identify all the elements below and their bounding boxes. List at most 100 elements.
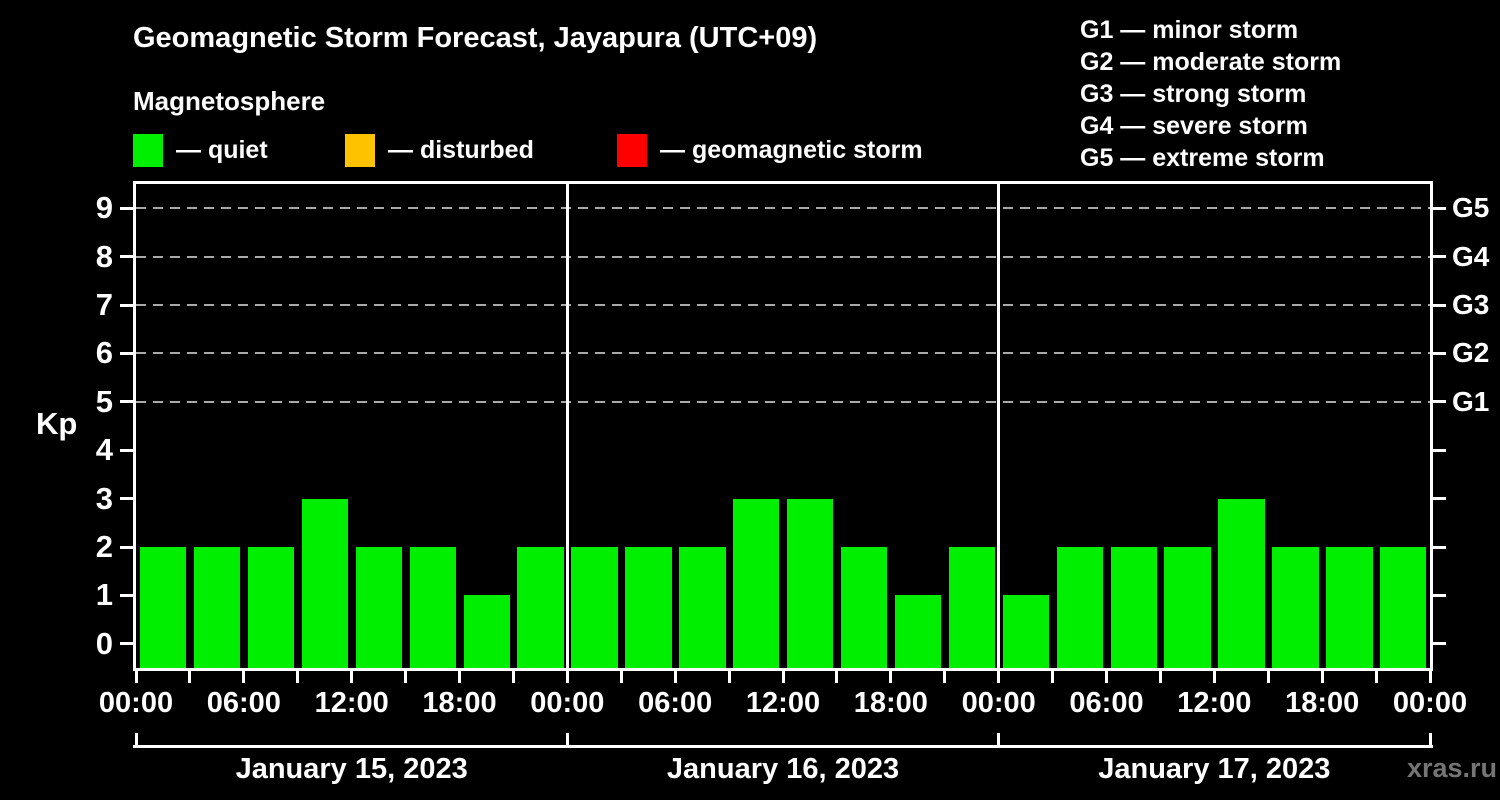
x-axis-tick	[458, 671, 461, 683]
x-axis-tick-label: 12:00	[314, 687, 389, 719]
y-axis-tick-right	[1433, 545, 1446, 549]
x-axis-tick	[1158, 671, 1162, 683]
x-axis-tick-label: 00:00	[961, 687, 1036, 719]
x-axis-tick-label: 18:00	[853, 687, 928, 719]
x-axis-tick	[997, 671, 1001, 683]
y-axis-tick-left	[120, 400, 133, 404]
y-axis-tick-label: 6	[95, 335, 113, 371]
gridline-kp9	[136, 207, 1430, 210]
legend-item-quiet: — quiet	[133, 134, 268, 167]
kp-bar	[1002, 595, 1050, 668]
y-axis-tick-left	[120, 351, 133, 355]
kp-bar	[948, 547, 996, 668]
g-scale-item-g1: G1 — minor storm	[1080, 16, 1299, 44]
kp-bar	[840, 547, 888, 668]
date-axis-tick	[997, 733, 1001, 745]
legend-label-quiet: — quiet	[176, 136, 268, 164]
date-axis-tick	[134, 733, 138, 745]
date-axis-line	[133, 745, 1433, 748]
y-axis-tick-label: 8	[95, 238, 113, 274]
g-level-label-g1: G1	[1452, 385, 1490, 417]
x-axis-tick-label: 06:00	[638, 687, 713, 719]
y-axis-tick-right	[1433, 206, 1446, 210]
x-axis-tick-label: 06:00	[1069, 687, 1144, 719]
g-level-label-g3: G3	[1452, 289, 1490, 320]
y-axis-tick-label: 3	[95, 480, 113, 516]
kp-bar	[787, 498, 834, 668]
gridline-kp6	[136, 352, 1430, 355]
y-axis-tick-right	[1433, 642, 1446, 646]
g-scale-legend: G1 — minor storm G2 — moderate storm G3 …	[1080, 14, 1341, 174]
kp-bar	[1272, 547, 1319, 668]
plot-inner	[136, 184, 1430, 668]
y-axis-tick-right	[1433, 255, 1446, 259]
day-separator	[997, 184, 1001, 668]
y-axis-tick-label: 7	[95, 287, 113, 322]
g-level-label-g4: G4	[1452, 240, 1490, 272]
date-axis-tick	[1428, 733, 1432, 745]
y-axis-tick-label: 4	[95, 432, 113, 468]
kp-bar	[1056, 547, 1103, 668]
y-axis-tick-right	[1433, 351, 1446, 355]
y-axis-tick-right	[1433, 593, 1446, 597]
x-axis-tick-label: 18:00	[422, 687, 497, 719]
x-axis-tick-label: 00:00	[1392, 687, 1468, 719]
y-axis-tick-left	[120, 448, 133, 452]
kp-bar	[1326, 547, 1373, 668]
date-axis-tick	[565, 733, 569, 745]
x-axis-tick-label: 18:00	[1285, 687, 1360, 719]
x-axis-tick	[188, 671, 192, 683]
kp-bar	[625, 547, 672, 668]
x-axis-tick	[404, 671, 408, 683]
chart-subtitle: Magnetosphere	[133, 86, 326, 116]
x-axis-tick	[1051, 671, 1055, 683]
y-axis-tick-left	[120, 593, 133, 597]
gridline-kp7	[136, 304, 1430, 306]
g-scale-item-g2: G2 — moderate storm	[1080, 48, 1342, 76]
x-axis-tick	[835, 671, 839, 683]
y-axis-tick-right	[1433, 303, 1446, 307]
kp-bar	[1164, 547, 1211, 668]
legend-label-storm: — geomagnetic storm	[660, 136, 923, 164]
y-axis-title: Kp	[36, 406, 78, 441]
y-axis-tick-label: 5	[95, 383, 113, 419]
y-axis-tick-left	[120, 206, 133, 210]
x-axis-tick	[296, 671, 300, 683]
y-axis-tick-label: 0	[95, 625, 113, 661]
g-level-label-g2: G2	[1452, 337, 1490, 369]
x-axis-tick	[727, 671, 731, 683]
x-axis-tick	[889, 671, 893, 683]
kp-bar	[409, 547, 456, 668]
x-axis-tick	[1266, 671, 1270, 683]
x-axis-tick-label: 12:00	[1177, 687, 1252, 719]
kp-bar	[1218, 498, 1265, 668]
kp-bar	[355, 547, 403, 668]
storm-color-swatch	[617, 134, 647, 167]
plot-area	[133, 181, 1433, 671]
y-axis-tick-label: 9	[95, 190, 113, 226]
x-axis-tick	[781, 671, 785, 683]
kp-bar	[1110, 547, 1157, 668]
kp-bar	[193, 547, 241, 668]
x-axis-tick	[350, 671, 354, 683]
x-axis-tick	[943, 671, 947, 683]
gridline-kp8	[136, 255, 1430, 258]
disturbed-color-swatch	[345, 134, 375, 167]
x-axis-tick	[134, 671, 138, 683]
date-label: January 15, 2023	[235, 753, 468, 785]
gridline-kp5	[136, 400, 1430, 403]
kp-bar	[463, 595, 510, 668]
x-axis-tick-label: 12:00	[745, 687, 821, 719]
kp-bar	[894, 595, 942, 668]
g-level-label-g5: G5	[1452, 192, 1490, 224]
y-axis-tick-left	[120, 497, 133, 501]
g-scale-item-g3: G3 — strong storm	[1080, 80, 1307, 108]
x-axis-tick-label: 06:00	[206, 687, 281, 719]
y-axis-tick-label: 1	[95, 577, 113, 613]
kp-bar	[517, 547, 564, 668]
x-axis-tick	[1428, 671, 1432, 683]
y-axis-tick-left	[120, 303, 133, 307]
date-label: January 17, 2023	[1098, 753, 1331, 785]
x-axis-tick	[1320, 671, 1324, 683]
y-axis-tick-left	[120, 545, 133, 549]
